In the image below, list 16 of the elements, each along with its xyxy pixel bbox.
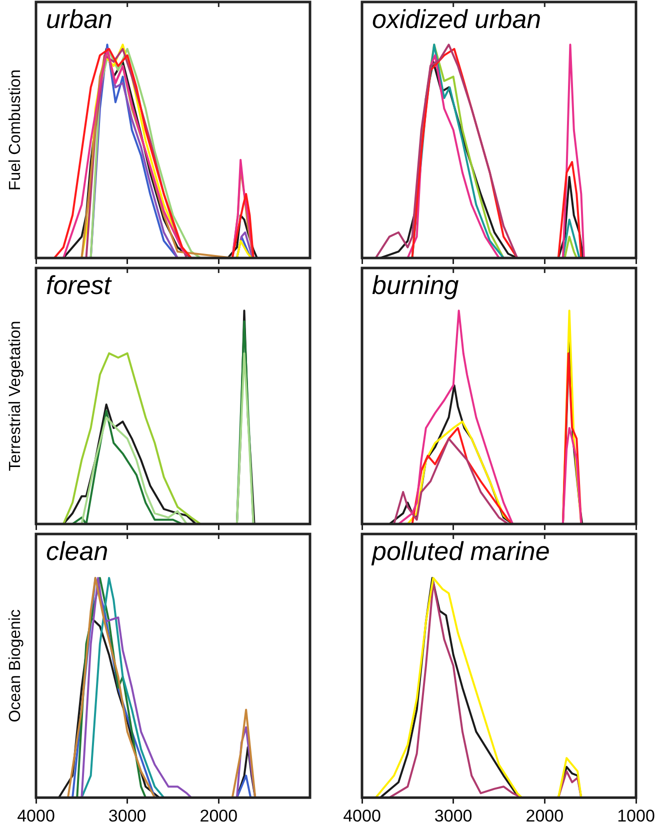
x-tick-label: 2000: [526, 806, 564, 826]
x-tick-label: 4000: [17, 806, 55, 826]
x-tick-label: 2000: [200, 806, 238, 826]
chart-title: polluted marine: [371, 536, 550, 566]
y-axis-title: Fuel Combustion: [7, 70, 24, 190]
chart-title: clean: [46, 536, 108, 566]
chart-title: urban: [46, 4, 112, 34]
chart-title: burning: [372, 270, 460, 300]
chart-title: forest: [46, 270, 113, 300]
x-tick-label: 3000: [108, 806, 146, 826]
y-axis-title: Terrestrial Vegetation: [7, 320, 24, 472]
x-tick-label: 1000: [617, 806, 655, 826]
x-tick-label: 4000: [343, 806, 381, 826]
x-tick-label: 3000: [434, 806, 472, 826]
y-axis-title: Ocean Biogenic: [7, 609, 24, 722]
chart-title: oxidized urban: [372, 4, 542, 34]
